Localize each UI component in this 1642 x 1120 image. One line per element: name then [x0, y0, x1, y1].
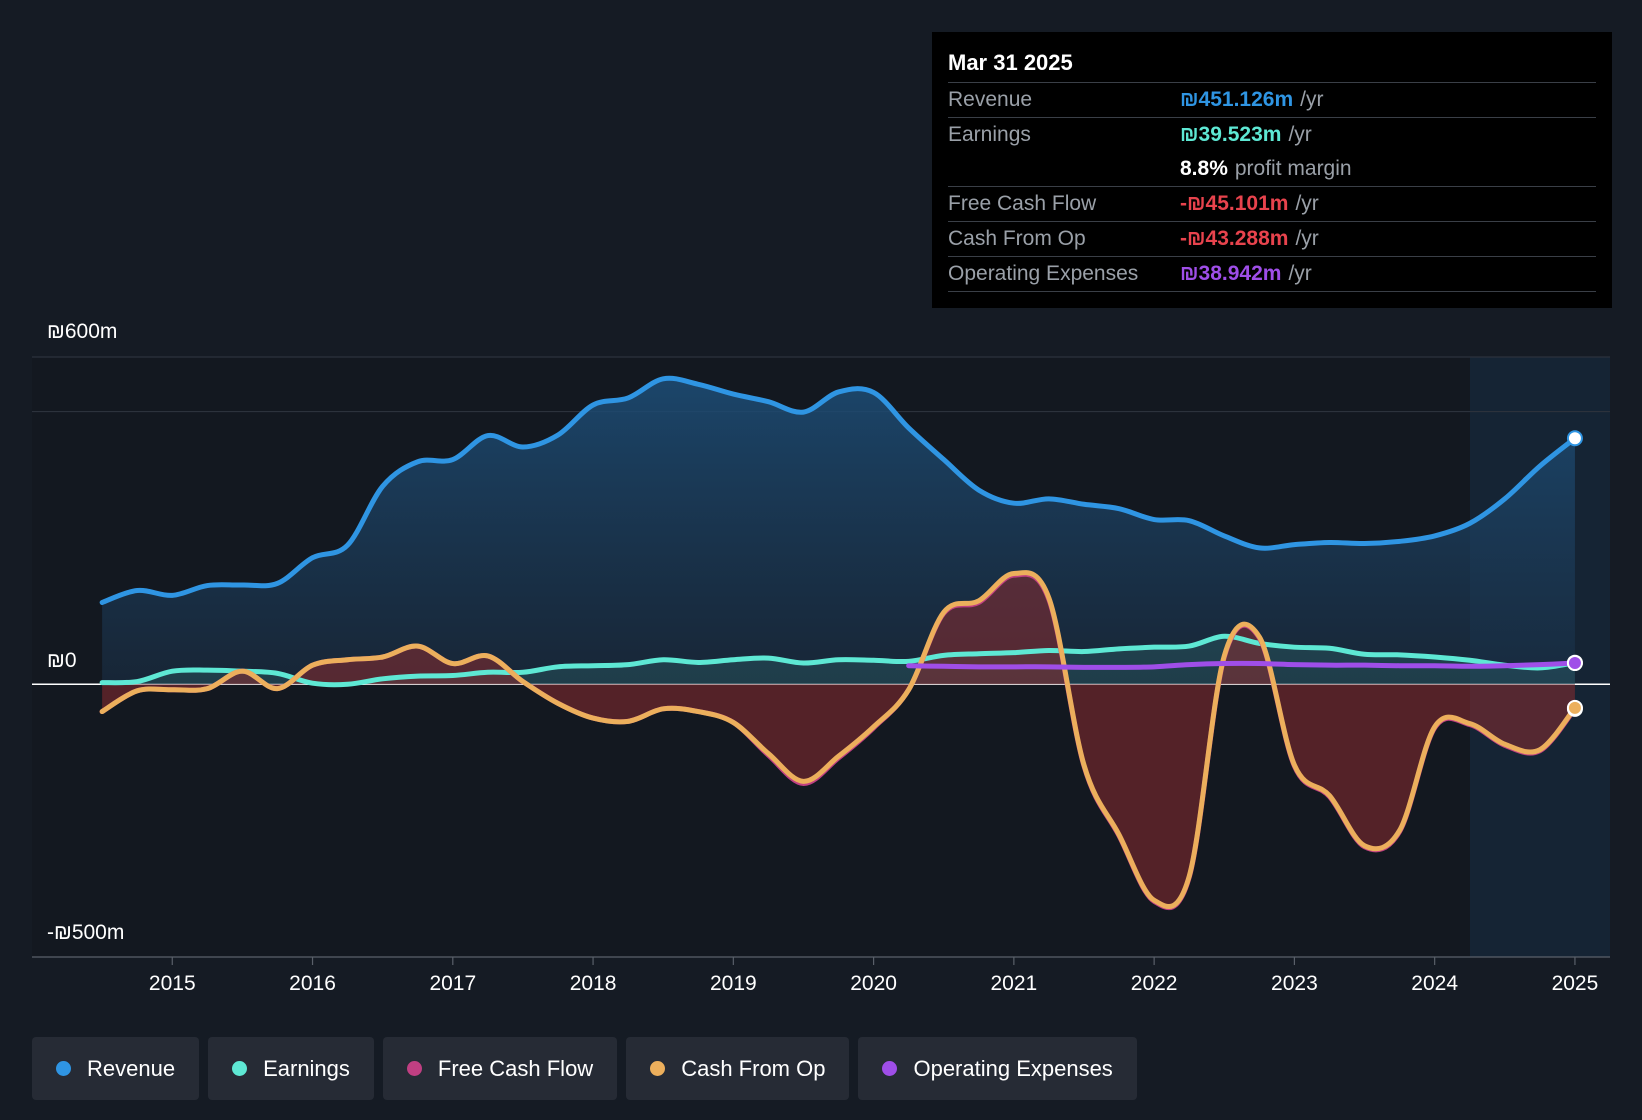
x-tick-label: 2025: [1552, 972, 1599, 995]
revenue-area: [102, 378, 1575, 685]
revenue-line: [99, 375, 1578, 605]
tooltip-row-label: Free Cash Flow: [948, 192, 1097, 215]
x-tick-label: 2020: [850, 972, 897, 995]
cash-from-op-area: [102, 572, 1575, 907]
x-tick-label: 2021: [991, 972, 1038, 995]
legend-dot-icon: [882, 1061, 898, 1076]
earnings-line: [99, 633, 1578, 688]
tooltip-row-unit: /yr: [1295, 192, 1319, 215]
series-endpoints: [1566, 430, 1583, 717]
legend-item-free-cash-flow[interactable]: Free Cash Flow: [382, 1037, 618, 1100]
x-tick-label: 2024: [1411, 972, 1458, 995]
tooltip-row-value: ₪38.942m: [1180, 262, 1282, 285]
operating-expenses-endpoint: [1566, 655, 1583, 672]
series-lines: [99, 375, 1578, 911]
tooltip-row-unit: profit margin: [1234, 157, 1352, 180]
tooltip-divider: [948, 291, 1596, 292]
operating-expenses-line: [906, 660, 1578, 670]
x-tick-label: 2022: [1131, 972, 1178, 995]
x-tick-label: 2018: [570, 972, 617, 995]
tooltip-row-value: ₪39.523m: [1180, 123, 1282, 146]
legend-dot-icon: [56, 1061, 71, 1076]
tooltip-row-label: Earnings: [948, 123, 1031, 146]
x-tick-label: 2019: [710, 972, 757, 995]
legend-dot-icon: [650, 1061, 666, 1076]
y-tick-bottom: -₪500m: [47, 921, 125, 944]
legend-item-earnings[interactable]: Earnings: [208, 1037, 374, 1100]
tooltip-row-unit: /yr: [1288, 262, 1312, 285]
tooltip-row-value: ₪451.126m: [1180, 88, 1294, 111]
tooltip: Mar 31 2025 Revenue ₪451.126m/yr Earnings ₪…: [932, 32, 1612, 308]
tooltip-row: Free Cash Flow -₪45.101m/yr: [948, 186, 1596, 221]
tooltip-row-unit: /yr: [1288, 123, 1312, 146]
tooltip-row-unit: /yr: [1295, 227, 1319, 250]
legend-dot-icon: [232, 1061, 248, 1076]
y-tick-top: ₪600m: [47, 320, 118, 343]
x-tick-label: 2023: [1271, 972, 1318, 995]
x-tick-label: 2016: [289, 972, 336, 995]
x-axis-ticks: 2015 2016 2017 2018 2019 2020 2021 2022 2023 2024…: [149, 957, 1598, 995]
legend-label: Operating Expenses: [913, 1055, 1113, 1081]
cash-from-op-line: [99, 570, 1578, 910]
legend-label: Free Cash Flow: [437, 1055, 594, 1081]
tooltip-row: Cash From Op -₪43.288m/yr: [948, 221, 1596, 256]
tooltip-date: Mar 31 2025: [948, 50, 1073, 75]
legend-label: Cash From Op: [681, 1055, 826, 1081]
x-tick-label: 2017: [429, 972, 476, 995]
legend-item-operating-expenses[interactable]: Operating Expenses: [858, 1037, 1137, 1100]
tooltip-row-value: -₪45.101m: [1180, 192, 1289, 215]
tooltip-row-label: Operating Expenses: [948, 262, 1139, 285]
legend-dot-icon: [406, 1061, 422, 1076]
tooltip-row-value: 8.8%: [1180, 157, 1228, 180]
revenue-endpoint: [1566, 430, 1583, 447]
cash-from-op-endpoint: [1566, 699, 1583, 716]
legend-label: Earnings: [263, 1055, 350, 1081]
legend-item-cash-from-op[interactable]: Cash From Op: [626, 1037, 850, 1100]
tooltip-row-unit: /yr: [1300, 88, 1324, 111]
tooltip-row-value: -₪43.288m: [1180, 227, 1289, 250]
tooltip-row: Earnings ₪39.523m/yr: [948, 117, 1596, 152]
x-tick-label: 2015: [149, 972, 196, 995]
tooltip-row: Revenue ₪451.126m/yr: [948, 82, 1596, 117]
legend: Revenue Earnings Free Cash Flow Cash From O…: [32, 1037, 1137, 1100]
y-tick-zero: ₪0: [47, 649, 77, 672]
tooltip-row: Operating Expenses ₪38.942m/yr: [948, 256, 1596, 291]
tooltip-row: 8.8% profit margin: [948, 152, 1596, 186]
tooltip-row-label: Cash From Op: [948, 227, 1086, 250]
tooltip-row-label: Revenue: [948, 88, 1033, 111]
legend-label: Revenue: [87, 1055, 176, 1081]
tooltip-rows: Revenue ₪451.126m/yr Earnings ₪39.523m/yr 8.…: [948, 82, 1596, 292]
legend-item-revenue[interactable]: Revenue: [32, 1037, 200, 1100]
